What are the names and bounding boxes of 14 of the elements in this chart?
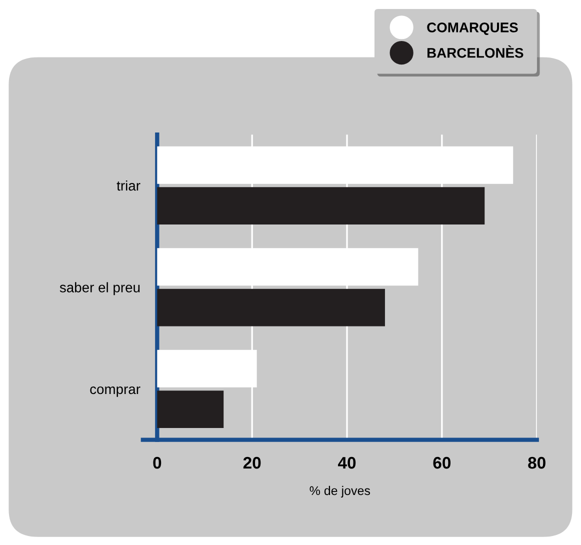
x-tick-label: 60: [433, 456, 451, 469]
y-tick-label: triar: [116, 180, 140, 191]
x-tick-label: 80: [528, 456, 546, 469]
x-tick-label: 40: [338, 456, 356, 469]
x-tick-label: 20: [243, 456, 261, 469]
bar: [157, 288, 385, 326]
x-tick-label: 0: [153, 456, 162, 469]
legend-label: COMARQUES: [427, 22, 518, 35]
x-axis-title: % de joves: [310, 486, 370, 498]
y-tick-label: comprar: [90, 386, 140, 397]
bar: [157, 390, 224, 428]
legend-label: BARCELONÈS: [427, 45, 524, 58]
bar: [157, 187, 485, 225]
y-tick-label: saber el preu: [60, 282, 140, 296]
